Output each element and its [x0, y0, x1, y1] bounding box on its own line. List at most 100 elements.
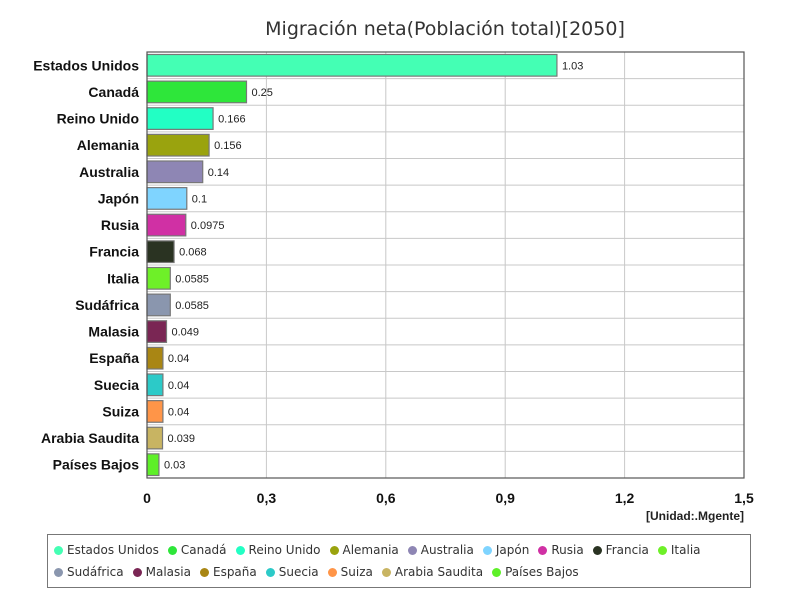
legend-swatch: [538, 545, 548, 555]
value-label: 0.039: [168, 433, 196, 445]
category-label: Malasia: [88, 324, 139, 340]
category-label: Suiza: [102, 403, 139, 419]
legend-label: Reino Unido: [248, 543, 321, 557]
legend-swatch: [407, 545, 417, 555]
value-label: 0.25: [252, 87, 273, 99]
bar-malasia: [146, 320, 168, 343]
bar-reino-unido: [146, 107, 214, 130]
legend-items: Estados Unidos Canadá Reino Unido Alemania A…: [54, 540, 744, 582]
legend-label: Alemania: [342, 543, 399, 557]
legend-swatch: [482, 545, 492, 555]
bar-italia: [146, 266, 171, 290]
legend-swatch: [54, 545, 63, 555]
legend-label: Italia: [670, 543, 701, 557]
value-label: 0.03: [164, 460, 185, 472]
legend-item: Estados Unidos: [54, 540, 159, 560]
category-label: España: [89, 350, 139, 366]
legend-label: Arabia Saudita: [394, 565, 484, 579]
bar-rusia: [146, 213, 187, 237]
legend-label: España: [212, 565, 257, 579]
legend-swatch: [492, 567, 502, 577]
legend-swatch: [327, 567, 337, 577]
bar-canadá: [146, 80, 248, 104]
bar-arabia-saudita: [146, 426, 164, 450]
legend-item: Suiza: [327, 562, 373, 582]
bar-sudáfrica: [146, 293, 171, 317]
legend-item: Australia: [407, 540, 474, 560]
value-label: 0.068: [179, 247, 207, 259]
legend-item: Reino Unido: [235, 540, 321, 560]
category-label: Reino Unido: [57, 111, 139, 127]
legend: Estados Unidos Canadá Reino Unido Alemania A…: [47, 534, 751, 588]
value-label: 0.04: [168, 380, 189, 392]
legend-item: Suecia: [265, 562, 319, 582]
category-label: Italia: [107, 270, 139, 286]
legend-label: Japón: [495, 543, 530, 557]
bar-estados-unidos: [146, 53, 558, 77]
legend-label: Malasia: [145, 565, 191, 579]
legend-item: Sudáfrica: [54, 562, 124, 582]
bar-países-bajos: [146, 453, 160, 477]
x-tick-label: 1,2: [615, 490, 635, 506]
legend-label: Sudáfrica: [67, 565, 124, 579]
bar-suiza: [146, 400, 164, 423]
category-label: Rusia: [101, 217, 139, 233]
legend-label: Suecia: [278, 565, 319, 579]
unit-label: [Unidad:.Mgente]: [646, 509, 744, 523]
category-label: Alemania: [77, 137, 139, 153]
value-label: 0.14: [208, 167, 229, 179]
legend-swatch: [199, 567, 209, 577]
legend-swatch: [592, 545, 602, 555]
legend-item: Japón: [482, 540, 530, 560]
legend-label: Francia: [605, 543, 649, 557]
legend-item: Francia: [592, 540, 649, 560]
x-tick-label: 0,9: [495, 490, 515, 506]
value-label: 0.04: [168, 353, 189, 365]
bar-francia: [146, 240, 175, 264]
category-label: Canadá: [88, 84, 139, 100]
category-label: Arabia Saudita: [41, 430, 139, 446]
legend-swatch: [657, 545, 667, 555]
value-label: 0.1: [192, 193, 207, 205]
legend-swatch: [329, 545, 339, 555]
category-label: Estados Unidos: [33, 57, 139, 73]
value-label: 0.156: [214, 140, 242, 152]
legend-label: Suiza: [340, 565, 373, 579]
legend-label: Australia: [420, 543, 474, 557]
x-tick-label: 0: [143, 490, 151, 506]
value-label: 0.166: [218, 114, 246, 126]
legend-label: Países Bajos: [505, 565, 579, 579]
legend-swatch: [132, 567, 142, 577]
legend-item: Italia: [657, 540, 701, 560]
x-tick-label: 0,3: [257, 490, 277, 506]
category-label: Australia: [79, 164, 139, 180]
plot-area: Estados Unidos 1.03 Canadá 0.25 Reino Unido 0…: [33, 51, 754, 506]
legend-swatch: [167, 545, 177, 555]
legend-item: Países Bajos: [492, 562, 579, 582]
category-label: Países Bajos: [53, 457, 140, 473]
legend-swatch: [265, 567, 275, 577]
legend-swatch: [54, 567, 63, 577]
category-label: Sudáfrica: [75, 297, 139, 313]
value-label: 1.03: [562, 60, 583, 72]
chart-title: Migración neta(Población total)[2050]: [265, 18, 625, 40]
category-label: Japón: [98, 190, 139, 206]
legend-item: Alemania: [329, 540, 399, 560]
bar-suecia: [146, 373, 164, 397]
legend-swatch: [381, 567, 391, 577]
legend-swatch: [235, 545, 245, 555]
legend-label: Canadá: [180, 543, 227, 557]
legend-label: Estados Unidos: [67, 543, 159, 557]
bar-alemania: [146, 133, 210, 157]
bar-japón: [146, 187, 188, 210]
value-label: 0.049: [172, 327, 200, 339]
category-label: Suecia: [94, 377, 139, 393]
legend-item: España: [199, 562, 257, 582]
x-tick-label: 0,6: [376, 490, 396, 506]
bar-españa: [146, 346, 164, 370]
value-label: 0.0585: [175, 273, 209, 285]
category-label: Francia: [89, 244, 139, 260]
legend-item: Malasia: [132, 562, 191, 582]
legend-item: Rusia: [538, 540, 584, 560]
